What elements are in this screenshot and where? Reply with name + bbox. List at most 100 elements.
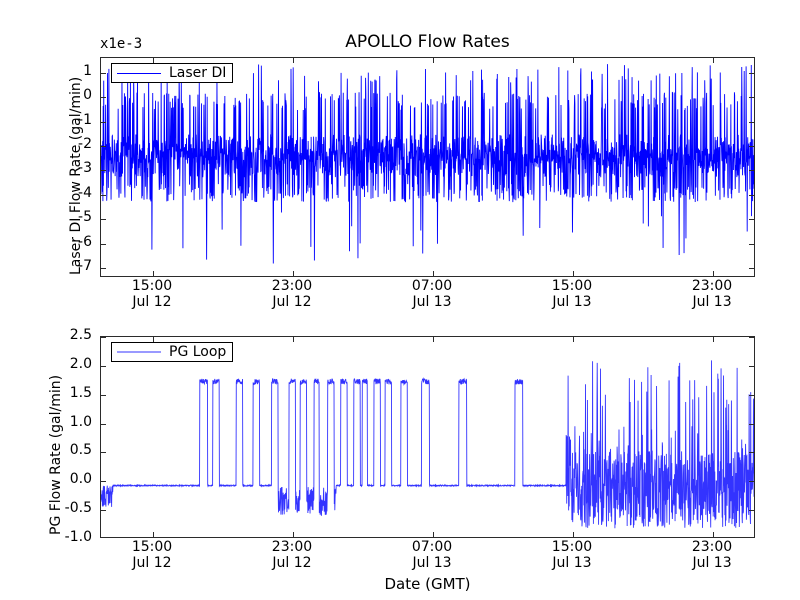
x-tick-mark-top — [153, 58, 154, 63]
x-tick-label: 15:00 Jul 13 — [522, 278, 622, 310]
legend-label-pg-loop: PG Loop — [169, 344, 227, 360]
x-tick-time: 07:00 — [411, 539, 453, 555]
y-tick-mark-right — [749, 97, 754, 99]
x-tick-mark — [713, 532, 715, 537]
y-tick-label: 1.0 — [69, 413, 92, 430]
laser-di-plot-area[interactable]: Laser DI — [100, 57, 755, 277]
x-tick-mark-top — [572, 58, 574, 63]
x-tick-label: 23:00 Jul 12 — [242, 539, 342, 571]
x-tick-mark — [153, 532, 154, 537]
legend-line-swatch-laser-di — [117, 72, 161, 74]
y-tick-mark-right — [749, 146, 754, 147]
y-tick-mark — [101, 268, 106, 270]
y-tick-mark — [101, 423, 106, 425]
y-tick-label: 0.0 — [69, 471, 92, 488]
x-tick-date: Jul 13 — [412, 554, 452, 571]
y-tick-mark — [101, 146, 106, 147]
x-tick-label: 23:00 Jul 13 — [662, 278, 762, 310]
x-tick-time: 07:00 — [411, 278, 453, 294]
y-tick-label: 0.5 — [69, 442, 92, 459]
x-tick-mark — [433, 271, 435, 276]
y-tick-mark-right — [749, 121, 754, 123]
legend-laser-di[interactable]: Laser DI — [111, 63, 234, 83]
y-tick-mark — [101, 219, 106, 221]
y-tick-mark-right — [749, 481, 754, 483]
y-tick-label: -2 — [78, 136, 92, 152]
x-tick-mark-top — [572, 337, 574, 342]
x-tick-time: 15:00 — [551, 539, 593, 555]
y-tick-mark-right — [749, 243, 754, 245]
x-tick-date: Jul 13 — [692, 293, 732, 310]
x-tick-mark — [292, 532, 294, 537]
x-axis-label: Date (GMT) — [384, 575, 471, 593]
y-tick-label: -7 — [78, 258, 92, 275]
x-tick-time: 15:00 — [131, 278, 173, 294]
x-tick-mark — [572, 532, 574, 537]
x-tick-mark-top — [433, 337, 435, 342]
y-tick-mark-right — [749, 423, 754, 425]
y-tick-mark — [101, 243, 106, 245]
x-tick-date: Jul 13 — [692, 554, 732, 571]
pg-loop-series — [101, 360, 754, 529]
y-tick-mark-right — [749, 510, 754, 512]
y-tick-mark — [101, 337, 106, 338]
y-tick-mark-right — [749, 337, 754, 338]
x-tick-mark-top — [153, 337, 154, 342]
x-tick-label: 15:00 Jul 13 — [522, 539, 622, 571]
y-tick-mark-right — [749, 394, 754, 396]
y-tick-label: 2.5 — [69, 327, 92, 343]
x-tick-time: 23:00 — [271, 278, 313, 294]
y-tick-mark-right — [749, 452, 754, 454]
y-tick-label: -0.5 — [64, 500, 92, 517]
x-tick-time: 23:00 — [271, 539, 313, 555]
y-tick-mark — [101, 97, 106, 99]
laser-di-trace — [101, 64, 754, 264]
y-tick-label: -1 — [78, 111, 92, 128]
x-tick-label: 15:00 Jul 12 — [102, 278, 202, 310]
y-tick-mark — [101, 481, 106, 483]
x-tick-time: 23:00 — [691, 278, 733, 294]
y-tick-label: -5 — [78, 209, 92, 226]
y-tick-mark — [101, 510, 106, 512]
x-tick-mark — [572, 271, 574, 276]
laser-di-series — [101, 64, 754, 264]
y-tick-mark-right — [749, 268, 754, 270]
y-tick-label: -4 — [78, 184, 92, 201]
x-tick-mark — [433, 532, 435, 537]
y-tick-label: -3 — [78, 160, 92, 177]
y-tick-mark — [101, 365, 106, 367]
y-tick-mark — [101, 170, 106, 172]
y-tick-mark-right — [749, 72, 754, 74]
y-tick-mark — [101, 72, 106, 74]
x-tick-label: 07:00 Jul 13 — [382, 278, 482, 310]
x-tick-mark-top — [292, 58, 294, 63]
x-tick-mark — [292, 271, 294, 276]
x-tick-time: 15:00 — [551, 278, 593, 294]
y-tick-label: 0 — [83, 87, 92, 104]
x-tick-label: 07:00 Jul 13 — [382, 539, 482, 571]
x-tick-date: Jul 12 — [272, 293, 312, 310]
x-tick-mark-top — [713, 337, 715, 342]
legend-pg-loop[interactable]: PG Loop — [111, 342, 234, 362]
pg-loop-trace — [101, 360, 754, 529]
x-tick-label: 23:00 Jul 13 — [662, 539, 762, 571]
y-tick-mark-right — [749, 365, 754, 367]
x-tick-mark-top — [713, 58, 715, 63]
y-tick-mark — [101, 394, 106, 396]
pg-loop-plot-area[interactable]: PG Loop — [100, 336, 755, 538]
legend-line-swatch-pg-loop — [117, 351, 161, 353]
x-tick-date: Jul 12 — [132, 293, 172, 310]
y-tick-label: 2.0 — [69, 355, 92, 372]
x-tick-date: Jul 13 — [552, 293, 592, 310]
y-tick-label: -6 — [78, 233, 92, 250]
x-tick-time: 15:00 — [131, 539, 173, 555]
y-tick-mark — [101, 121, 106, 123]
y-tick-mark — [101, 194, 106, 196]
y-axis-offset-text: x1e-3 — [100, 36, 143, 52]
x-tick-label: 23:00 Jul 12 — [242, 278, 342, 310]
x-tick-date: Jul 13 — [412, 293, 452, 310]
x-tick-mark — [153, 271, 154, 276]
legend-label-laser-di: Laser DI — [169, 65, 227, 81]
x-tick-label: 15:00 Jul 12 — [102, 539, 202, 571]
